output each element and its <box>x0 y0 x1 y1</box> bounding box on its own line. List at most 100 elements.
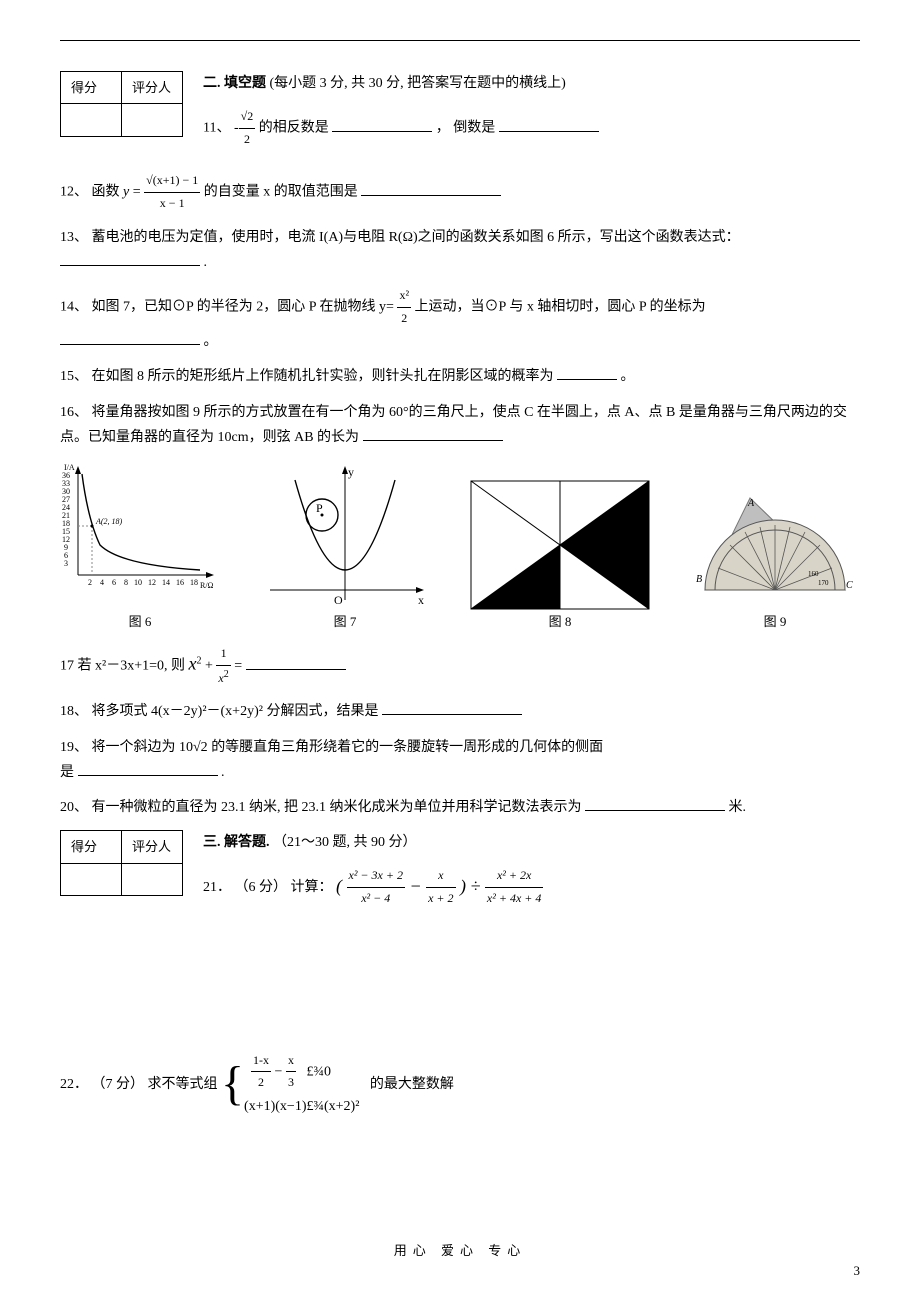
q19-text-a: 将一个斜边为 <box>92 740 176 755</box>
page-footer: 用心 爱心 专心 <box>60 1239 860 1262</box>
q20-end: 米. <box>729 800 747 815</box>
q11-text-b: ， 倒数是 <box>436 121 496 136</box>
q11-text-a: 的相反数是 <box>259 121 329 136</box>
q20-num: 20、 <box>60 800 88 815</box>
q15-text: 在如图 8 所示的矩形纸片上作随机扎针实验，则针头扎在阴影区域的概率为 <box>92 369 554 384</box>
score-table: 得分 评分人 <box>60 71 183 137</box>
q14-text-b: 上运动，当⊙P 与 x 轴相切时，圆心 P 的坐标为 <box>415 299 706 314</box>
section-3-note: （21～30 题, 共 90 分） <box>273 835 417 850</box>
q11-num: 11、 <box>203 121 230 136</box>
q18-num: 18、 <box>60 704 88 719</box>
section-2-header: 得分 评分人 二. 填空题 (每小题 3 分, 共 30 分, 把答案写在题中的… <box>60 71 860 160</box>
q12-blank <box>361 181 501 196</box>
svg-text:x: x <box>418 593 424 607</box>
q14-blank <box>60 330 200 345</box>
q19-num: 19、 <box>60 740 88 755</box>
q11-blank-2 <box>499 117 599 132</box>
svg-text:10: 10 <box>134 578 142 587</box>
grader-cell <box>122 104 183 136</box>
q16-blank <box>363 426 503 441</box>
q17-num: 17 <box>60 659 74 674</box>
q12-num: 12、 <box>60 185 88 200</box>
svg-text:18: 18 <box>190 578 198 587</box>
q22-tail: 的最大整数解 <box>370 1076 454 1091</box>
q14-end: 。 <box>204 334 218 349</box>
figure-8: 图 8 <box>470 480 650 633</box>
q20-blank <box>585 796 725 811</box>
page-number: 3 <box>854 1259 861 1282</box>
grader-label: 评分人 <box>122 72 183 104</box>
svg-text:8: 8 <box>124 578 128 587</box>
svg-text:12: 12 <box>148 578 156 587</box>
question-19: 19、 将一个斜边为 10√2 的等腰直角三角形绕着它的一条腰旋转一周形成的几何… <box>60 735 860 785</box>
q14-text-a: 如图 7，已知⊙P 的半径为 2，圆心 P 在抛物线 y= <box>92 299 394 314</box>
q21-label: 计算： <box>291 881 333 896</box>
svg-text:170: 170 <box>818 579 829 587</box>
question-18: 18、 将多项式 4(x－2y)²－(x+2y)² 分解因式，结果是 <box>60 699 860 724</box>
q14-num: 14、 <box>60 299 88 314</box>
svg-text:2: 2 <box>88 578 92 587</box>
q22-label: 求不等式组 <box>148 1076 218 1091</box>
question-22: 22． （7 分） 求不等式组 { 1-x2 − x3 £¾0 (x+1)(x−… <box>60 1050 860 1119</box>
svg-text:A(2, 18): A(2, 18) <box>95 517 123 526</box>
question-14: 14、 如图 7，已知⊙P 的半径为 2，圆心 P 在抛物线 y= x²2 上运… <box>60 285 860 354</box>
svg-text:O: O <box>334 593 343 607</box>
svg-text:C: C <box>846 580 853 591</box>
question-13: 13、 蓄电池的电压为定值，使用时，电流 I(A)与电阻 R(Ω)之间的函数关系… <box>60 225 860 275</box>
q13-num: 13、 <box>60 230 88 245</box>
q15-num: 15、 <box>60 369 88 384</box>
svg-text:16: 16 <box>176 578 184 587</box>
svg-text:y: y <box>348 465 354 479</box>
svg-text:4: 4 <box>100 578 104 587</box>
svg-text:R/Ω: R/Ω <box>200 581 214 590</box>
q11-blank-1 <box>332 117 432 132</box>
q21-num: 21． <box>203 881 231 896</box>
score-cell <box>61 104 122 136</box>
q16-num: 16、 <box>60 405 88 420</box>
fig8-caption: 图 8 <box>470 610 650 633</box>
question-17: 17 若 x²－3x+1=0, 则 x2 + 1x2 = <box>60 643 860 689</box>
question-16: 16、 将量角器按如图 9 所示的方式放置在有一个角为 60°的三角尺上，使点 … <box>60 400 860 450</box>
question-15: 15、 在如图 8 所示的矩形纸片上作随机扎针实验，则针头扎在阴影区域的概率为 … <box>60 364 860 389</box>
q15-blank <box>557 365 617 380</box>
q19-end: . <box>221 765 225 780</box>
figures-row: I/A 363330 272421 181512 963 246 81012 1… <box>60 460 860 633</box>
svg-text:14: 14 <box>162 578 170 587</box>
q20-text: 有一种微粒的直径为 23.1 纳米, 把 23.1 纳米化成米为单位并用科学记数… <box>92 800 582 815</box>
section-2-title: 二. 填空题 <box>203 76 266 91</box>
q17-blank <box>246 655 346 670</box>
figure-9: A B C 170 160 图 9 <box>690 490 860 633</box>
q22-pts: （7 分） <box>92 1076 145 1091</box>
q21-pts: （6 分） <box>235 881 288 896</box>
section-2-note: (每小题 3 分, 共 30 分, 把答案写在题中的横线上) <box>270 76 566 91</box>
q22-num: 22． <box>60 1076 88 1091</box>
figure-7: y x O P 图 7 <box>260 460 430 633</box>
q13-text: 蓄电池的电压为定值，使用时，电流 I(A)与电阻 R(Ω)之间的函数关系如图 6… <box>92 230 740 245</box>
q13-end: . <box>204 255 208 270</box>
fig6-caption: 图 6 <box>60 610 220 633</box>
svg-text:3: 3 <box>64 559 68 568</box>
figure-6: I/A 363330 272421 181512 963 246 81012 1… <box>60 460 220 633</box>
section-3-title: 三. 解答题. <box>203 835 270 850</box>
page-top-rule <box>60 40 860 41</box>
q18-text: 将多项式 4(x－2y)²－(x+2y)² 分解因式，结果是 <box>92 704 379 719</box>
q17-text: 若 x²－3x+1=0, 则 <box>78 659 189 674</box>
q19-text-b: 的等腰直角三角形绕着它的一条腰旋转一周形成的几何体的侧面 <box>211 740 603 755</box>
q13-blank <box>60 251 200 266</box>
question-20: 20、 有一种微粒的直径为 23.1 纳米, 把 23.1 纳米化成米为单位并用… <box>60 795 860 820</box>
svg-text:160: 160 <box>808 570 819 578</box>
fig9-caption: 图 9 <box>690 610 860 633</box>
svg-text:6: 6 <box>112 578 116 587</box>
score-label-2: 得分 <box>61 831 122 863</box>
section-3-header: 得分 评分人 三. 解答题. （21～30 题, 共 90 分） 21． （6 … <box>60 830 860 919</box>
question-12: 12、 函数 y = √(x+1) − 1x − 1 的自变量 x 的取值范围是 <box>60 170 860 214</box>
q15-end: 。 <box>621 369 635 384</box>
grader-label-2: 评分人 <box>122 831 183 863</box>
svg-text:P: P <box>316 501 323 515</box>
svg-text:A: A <box>747 498 755 509</box>
score-label: 得分 <box>61 72 122 104</box>
q19-text-c: 是 <box>60 765 74 780</box>
workspace-21 <box>60 920 860 1040</box>
q12-text-b: 的自变量 x 的取值范围是 <box>204 185 358 200</box>
q12-text-a: 函数 <box>92 185 124 200</box>
